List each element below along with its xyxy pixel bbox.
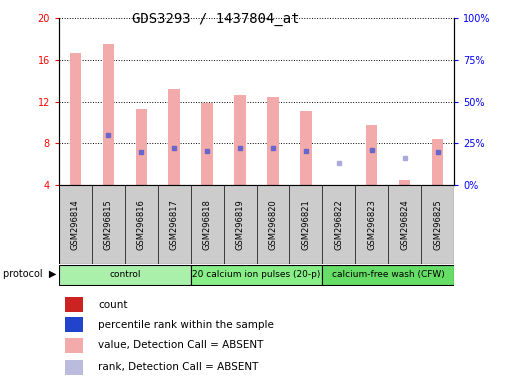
Text: calcium-free wash (CFW): calcium-free wash (CFW) (332, 270, 445, 279)
Text: GSM296820: GSM296820 (268, 199, 278, 250)
Text: GSM296824: GSM296824 (400, 199, 409, 250)
Text: count: count (98, 300, 128, 310)
Text: control: control (109, 270, 141, 279)
Bar (65, 338, 83, 353)
Text: GSM296822: GSM296822 (334, 199, 343, 250)
Bar (267, 98, 279, 185)
Bar (65, 297, 83, 312)
Bar (322, 265, 454, 285)
Text: GSM296818: GSM296818 (203, 199, 212, 250)
Bar (135, 109, 147, 185)
Bar (158, 185, 191, 264)
Text: GSM296823: GSM296823 (367, 199, 376, 250)
Bar (322, 185, 355, 264)
Bar (65, 360, 83, 375)
Bar (168, 89, 180, 185)
Text: 20 calcium ion pulses (20-p): 20 calcium ion pulses (20-p) (192, 270, 321, 279)
Text: percentile rank within the sample: percentile rank within the sample (98, 320, 274, 330)
Text: rank, Detection Call = ABSENT: rank, Detection Call = ABSENT (98, 362, 259, 372)
Text: GSM296815: GSM296815 (104, 199, 113, 250)
Text: GSM296825: GSM296825 (433, 199, 442, 250)
Bar (202, 103, 213, 185)
Bar (388, 185, 421, 264)
Text: GDS3293 / 1437804_at: GDS3293 / 1437804_at (132, 12, 299, 25)
Bar (125, 185, 158, 264)
Bar (191, 185, 224, 264)
Bar (59, 185, 92, 264)
Bar (234, 95, 246, 185)
Bar (92, 185, 125, 264)
Bar (191, 265, 322, 285)
Bar (59, 265, 191, 285)
Bar (103, 44, 114, 185)
Text: GSM296819: GSM296819 (235, 199, 245, 250)
Bar (432, 139, 443, 185)
Text: protocol  ▶: protocol ▶ (3, 270, 56, 280)
Bar (366, 124, 378, 185)
Bar (421, 185, 454, 264)
Bar (256, 185, 289, 264)
Bar (333, 185, 345, 186)
Text: value, Detection Call = ABSENT: value, Detection Call = ABSENT (98, 340, 264, 350)
Bar (224, 185, 256, 264)
Bar (399, 180, 410, 185)
Bar (70, 53, 81, 185)
Text: GSM296814: GSM296814 (71, 199, 80, 250)
Bar (65, 318, 83, 332)
Text: GSM296816: GSM296816 (137, 199, 146, 250)
Text: GSM296817: GSM296817 (170, 199, 179, 250)
Bar (300, 111, 311, 185)
Bar (289, 185, 322, 264)
Text: GSM296821: GSM296821 (301, 199, 310, 250)
Bar (355, 185, 388, 264)
